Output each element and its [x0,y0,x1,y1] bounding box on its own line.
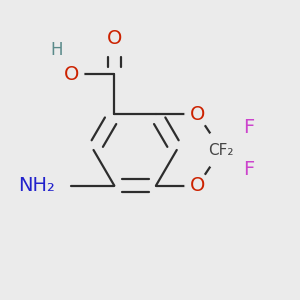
Text: NH₂: NH₂ [18,176,55,195]
Circle shape [185,173,210,198]
Text: F: F [244,160,255,179]
Text: CF₂: CF₂ [208,142,234,158]
Circle shape [185,102,210,127]
Text: H: H [50,41,63,59]
Circle shape [102,26,127,51]
Text: O: O [64,65,79,84]
Text: O: O [190,176,205,195]
Text: O: O [190,105,205,124]
Text: F: F [244,118,255,137]
Circle shape [59,62,84,87]
Text: O: O [106,29,122,48]
Circle shape [202,131,241,169]
